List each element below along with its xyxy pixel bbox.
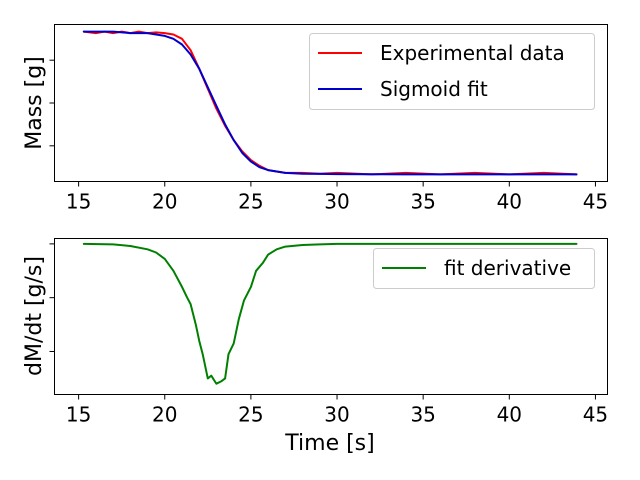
legend-label-experimental: Experimental data bbox=[380, 41, 565, 65]
mass-ticks: 15 20 25 30 35 40 45 bbox=[49, 59, 608, 214]
mass-x-tick-label: 15 bbox=[66, 190, 91, 214]
derivative-chart-panel: 15 20 25 30 35 40 45 dM/dt [g/s] Time [s] fit … bbox=[22, 238, 608, 456]
x-axis-label: Time [s] bbox=[284, 431, 374, 456]
derivative-legend: fit derivative bbox=[373, 248, 595, 289]
derivative-x-tick-label: 20 bbox=[152, 403, 177, 427]
mass-chart-panel: 15 20 25 30 35 40 45 Mass [g] Experimental dat… bbox=[22, 24, 608, 214]
mass-y-axis-label: Mass [g] bbox=[22, 56, 47, 150]
mass-series bbox=[82, 30, 578, 176]
derivative-legend-box bbox=[373, 248, 595, 289]
derivative-series bbox=[82, 242, 578, 385]
derivative-x-tick-label: 40 bbox=[497, 403, 522, 427]
derivative-ticks: 15 20 25 30 35 40 45 bbox=[49, 243, 608, 427]
mass-x-tick-label: 30 bbox=[324, 190, 349, 214]
derivative-series-line-fit-derivative bbox=[82, 242, 578, 385]
derivative-plot-frame bbox=[54, 238, 608, 395]
derivative-x-tick-label: 15 bbox=[66, 403, 91, 427]
mass-legend: Experimental data Sigmoid fit bbox=[309, 33, 595, 110]
mass-legend-box bbox=[309, 33, 595, 110]
mass-x-tick-label: 20 bbox=[152, 190, 177, 214]
mass-x-tick-label: 35 bbox=[410, 190, 435, 214]
derivative-x-tick-label: 25 bbox=[238, 403, 263, 427]
mass-series-line-sigmoid-fit bbox=[82, 30, 578, 176]
derivative-x-tick-label: 30 bbox=[324, 403, 349, 427]
derivative-x-tick-label: 35 bbox=[410, 403, 435, 427]
mass-x-tick-label: 45 bbox=[583, 190, 608, 214]
mass-x-tick-label: 25 bbox=[238, 190, 263, 214]
derivative-y-axis-label: dM/dt [g/s] bbox=[22, 256, 47, 376]
legend-label-fit-derivative: fit derivative bbox=[444, 256, 571, 280]
derivative-x-tick-label: 45 bbox=[583, 403, 608, 427]
legend-label-sigmoid: Sigmoid fit bbox=[380, 77, 488, 101]
mass-x-tick-label: 40 bbox=[497, 190, 522, 214]
